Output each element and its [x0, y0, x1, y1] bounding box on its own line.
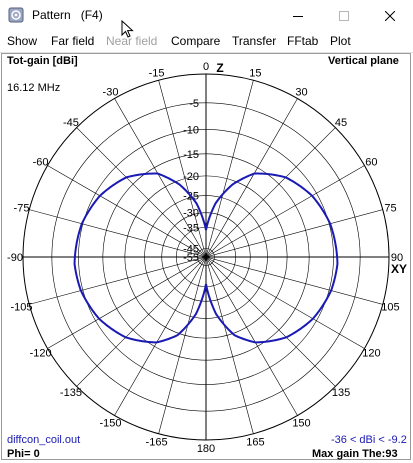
minimize-button[interactable]	[275, 0, 321, 31]
angle-tick-label: -105	[10, 301, 32, 313]
axis-xy-label: XY	[391, 262, 407, 276]
radial-tick-label: -35	[183, 222, 199, 234]
angle-tick-label: -15	[149, 68, 165, 80]
angle-tick-label: -150	[99, 417, 121, 429]
angle-tick-label: 180	[197, 443, 215, 455]
maximize-button[interactable]	[321, 0, 367, 31]
menu-separator	[0, 52, 413, 53]
angle-tick-label: -60	[33, 157, 49, 169]
mouse-cursor-icon	[121, 20, 134, 38]
window-title: Pattern (F4)	[32, 8, 103, 22]
app-pattern-icon	[8, 7, 24, 23]
grid-spoke	[158, 80, 254, 434]
phi-label: Phi= 0	[7, 448, 40, 460]
menu-transfer[interactable]: Transfer	[232, 34, 277, 48]
close-icon	[385, 10, 395, 21]
title-bar: Pattern (F4)	[0, 0, 413, 31]
angle-tick-label: -90	[7, 252, 23, 264]
radial-tick-label: -10	[183, 124, 199, 136]
plane-label: Vertical plane	[328, 55, 399, 67]
angle-tick-label: 75	[384, 203, 396, 215]
minimize-icon	[293, 15, 303, 17]
angle-tick-label: 60	[365, 157, 377, 169]
menu-fftab[interactable]: FFtab	[287, 34, 319, 48]
angle-tick-label: -30	[103, 87, 119, 99]
maximize-icon	[339, 10, 349, 21]
angle-tick-label: 15	[249, 68, 261, 80]
radial-tick-label: -5	[189, 98, 199, 110]
angle-tick-label: -45	[63, 117, 79, 129]
angle-tick-label: 165	[246, 436, 264, 448]
menu-compare[interactable]: Compare	[171, 34, 221, 48]
close-button[interactable]	[367, 0, 413, 31]
angle-tick-label: 150	[292, 417, 310, 429]
angle-tick-label: 135	[332, 387, 350, 399]
radial-tick-label: -20	[183, 171, 199, 183]
angle-tick-label: -120	[30, 348, 52, 360]
pattern-lobe-right	[205, 172, 339, 344]
angle-tick-label: 30	[295, 87, 307, 99]
radial-tick-label: -45	[183, 243, 199, 255]
angle-tick-label: -75	[14, 203, 30, 215]
file-name-label: diffcon_coil.out	[7, 434, 81, 446]
menu-plot[interactable]: Plot	[330, 34, 351, 48]
menu-show[interactable]: Show	[7, 34, 38, 48]
angle-tick-label: 105	[381, 301, 399, 313]
gain-unit-label: Tot-gain [dBi]	[7, 55, 78, 67]
angle-tick-label: 90	[391, 252, 403, 264]
angle-tick-label: -165	[146, 436, 168, 448]
menu-bar: Show Far field Near field Compare Transf…	[0, 31, 413, 52]
radial-tick-label: -55	[183, 252, 199, 264]
radial-tick-label: -15	[183, 149, 199, 161]
pattern-lobe-left	[73, 172, 207, 344]
menu-far-field[interactable]: Far field	[51, 34, 95, 48]
angle-tick-label: 120	[362, 348, 380, 360]
polar-plot: 0 15 30 45 60 75 90 105 120 135 150 165 180 -165 -150 -…	[7, 61, 407, 455]
menu-near-field: Near field	[106, 34, 158, 48]
axis-z-label: Z	[216, 61, 223, 75]
gain-range-label: -36 < dBi < -9.2	[331, 434, 407, 446]
angle-tick-label: -135	[60, 387, 82, 399]
angle-tick-label: 0	[203, 61, 209, 73]
angle-tick-label: 45	[335, 117, 347, 129]
max-gain-label: Max gain The:93	[312, 448, 398, 460]
frequency-label: 16.12 MHz	[7, 82, 61, 94]
radial-tick-label: -30	[183, 208, 199, 220]
